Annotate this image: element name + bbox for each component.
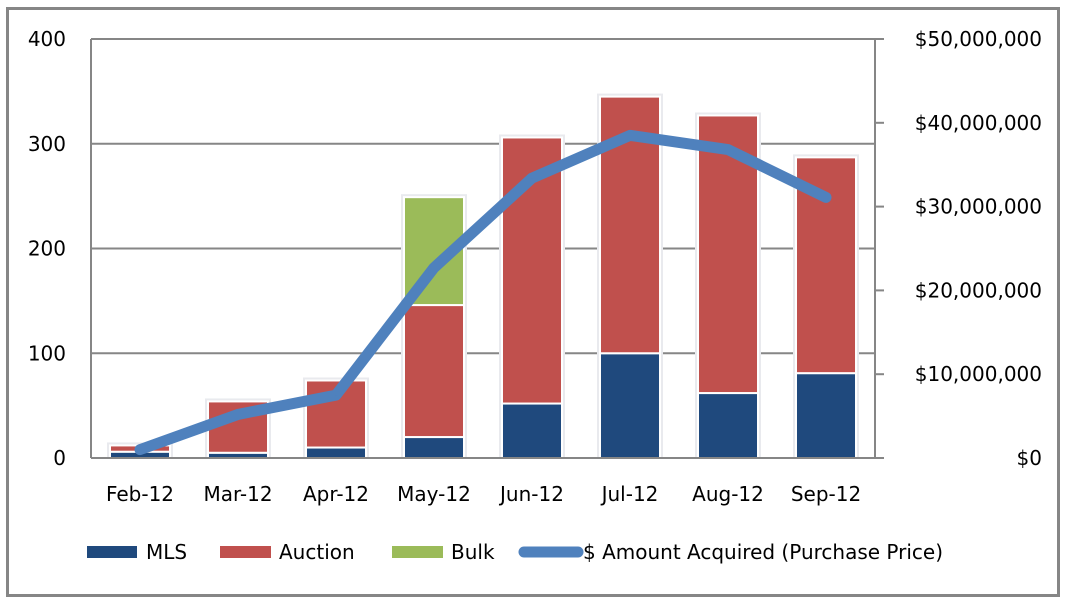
x-tick-label: Mar-12 bbox=[203, 482, 272, 506]
line-amount-acquired-purchase-price bbox=[134, 129, 832, 456]
legend-item-bulk: Bulk bbox=[392, 540, 495, 564]
legend-item-mls: MLS bbox=[87, 540, 187, 564]
legend-label-amount-acquired: $ Amount Acquired (Purchase Price) bbox=[583, 540, 943, 564]
line-point bbox=[531, 177, 533, 179]
y2-tick-label: $10,000,000 bbox=[915, 362, 1042, 386]
legend-swatch-bulk bbox=[392, 546, 443, 558]
bar-mls bbox=[403, 436, 465, 459]
bar-auction bbox=[403, 304, 465, 439]
line-point bbox=[433, 267, 435, 269]
bar-mls bbox=[501, 402, 563, 459]
x-tick-label: Jun-12 bbox=[498, 482, 564, 506]
legend-item-auction: Auction bbox=[220, 540, 355, 564]
bar-mls bbox=[599, 352, 661, 459]
y2-tick-label: $0 bbox=[1017, 446, 1042, 470]
y2-tick-label: $30,000,000 bbox=[915, 195, 1042, 219]
bar-mls bbox=[795, 372, 857, 459]
x-tick-label: Jul-12 bbox=[600, 482, 659, 506]
x-axis-tick-labels: Feb-12 Mar-12 Apr-12 May-12 Jun-12 Jul-12 Aug-… bbox=[106, 482, 861, 506]
bar-mls bbox=[305, 446, 367, 459]
axes bbox=[90, 39, 876, 459]
y-tick-label: 300 bbox=[28, 132, 66, 156]
legend-item-amount-acquired: $ Amount Acquired (Purchase Price) bbox=[518, 540, 943, 564]
right-axis-tick-labels: $0 $10,000,000 $20,000,000 $30,000,000 $40,0… bbox=[875, 27, 1042, 470]
legend-swatch-mls bbox=[87, 546, 137, 558]
line-point bbox=[335, 394, 337, 396]
left-axis-tick-labels: 0 100 200 300 400 bbox=[28, 27, 66, 470]
legend-label-bulk: Bulk bbox=[451, 540, 495, 564]
y2-tick-label: $40,000,000 bbox=[915, 111, 1042, 135]
line-point bbox=[139, 449, 141, 451]
line-point bbox=[629, 134, 631, 136]
x-tick-label: Feb-12 bbox=[106, 482, 174, 506]
y2-tick-label: $50,000,000 bbox=[915, 27, 1042, 51]
legend-swatch-auction bbox=[220, 546, 271, 558]
legend: MLS Auction Bulk $ Amount Acquired (Purc… bbox=[87, 540, 943, 564]
x-tick-label: Sep-12 bbox=[791, 482, 861, 506]
line-point bbox=[237, 413, 239, 415]
line-point bbox=[727, 149, 729, 151]
legend-label-mls: MLS bbox=[146, 540, 187, 564]
x-tick-label: Apr-12 bbox=[303, 482, 369, 506]
line-point bbox=[825, 196, 827, 198]
x-tick-label: Aug-12 bbox=[692, 482, 764, 506]
y2-tick-label: $20,000,000 bbox=[915, 278, 1042, 302]
y-tick-label: 200 bbox=[28, 237, 66, 261]
y-tick-label: 100 bbox=[28, 341, 66, 365]
line-series bbox=[134, 129, 832, 456]
y-tick-label: 0 bbox=[53, 446, 66, 470]
bar-series bbox=[107, 93, 859, 460]
bar-mls bbox=[697, 392, 759, 459]
legend-label-auction: Auction bbox=[279, 540, 355, 564]
x-tick-label: May-12 bbox=[397, 482, 471, 506]
y-tick-label: 400 bbox=[28, 27, 66, 51]
